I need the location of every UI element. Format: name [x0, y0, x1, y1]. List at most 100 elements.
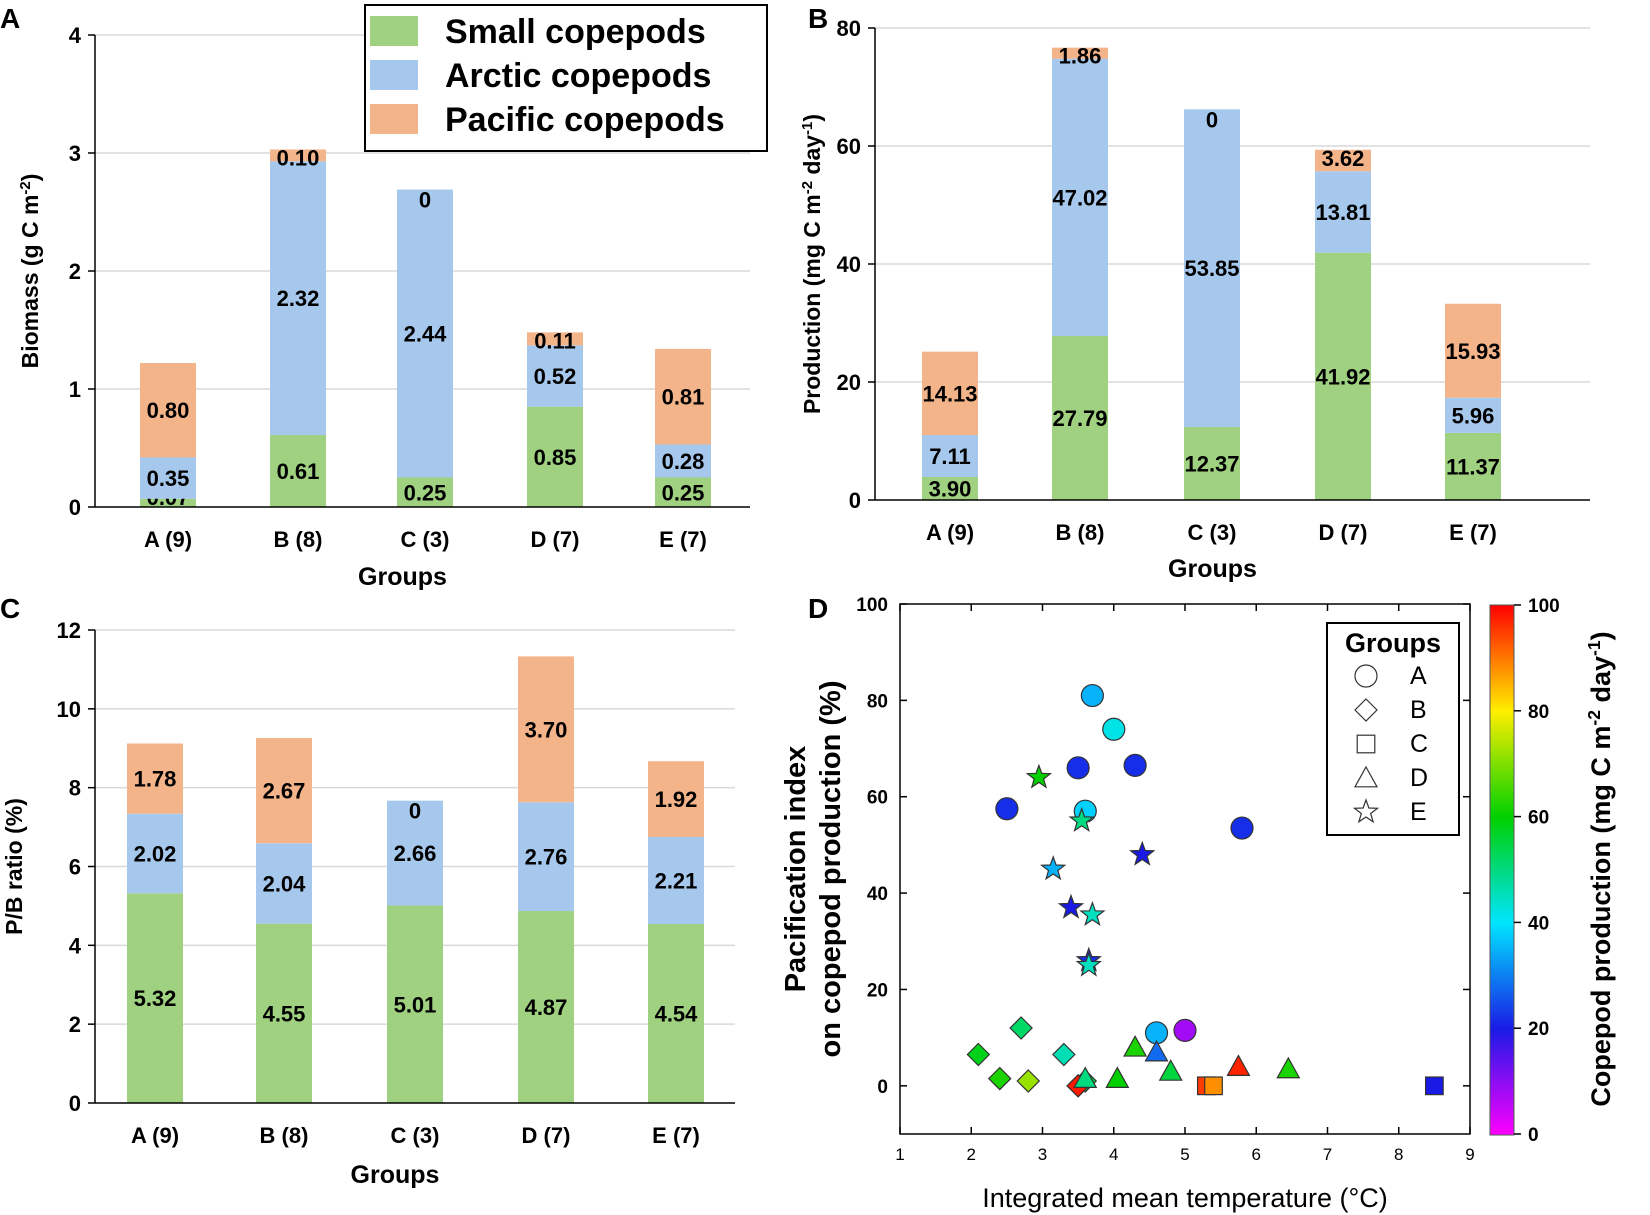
panel-c-data-label-pacific: 1.92 [655, 787, 698, 812]
group-legend-symbol-star [1352, 798, 1380, 824]
group-legend-label: A [1410, 662, 1427, 690]
panel-b-data-label-pacific: 0 [1206, 107, 1218, 132]
panel-c-data-label-pacific: 1.78 [134, 767, 177, 792]
group-legend-label: C [1410, 730, 1428, 758]
panel-b-data-label-pacific: 14.13 [922, 381, 977, 406]
panel-b-bar-arctic [1315, 171, 1371, 253]
panel-b-y-tick-label: 40 [837, 252, 861, 277]
panel-d-point-b [966, 1042, 991, 1067]
panel-d-point-a [1230, 816, 1254, 840]
panel-b-y-tick-label: 80 [837, 16, 861, 41]
panel-d-x-tick-label: 5 [1180, 1145, 1189, 1164]
panel-d-point-e [1025, 763, 1053, 789]
panel-c-data-label-arctic: 2.21 [655, 868, 698, 893]
panel-a-bar-small [655, 477, 711, 507]
panel-c-category-label: C (3) [391, 1123, 440, 1148]
panel-d-point-e [1129, 840, 1156, 866]
panel-c-category-label: A (9) [131, 1123, 179, 1148]
panel-c-data-label-small: 4.54 [655, 1002, 699, 1027]
panel-b-bars: 3.90 7.11 14.13 27.79 47.02 1.86 12.37 53.85 0 41… [922, 44, 1501, 501]
panel-a-data-label-pacific: 0.81 [662, 385, 705, 410]
panel-c-data-label-pacific: 2.67 [263, 779, 306, 804]
panel-c-bars: 5.32 2.02 1.78 4.55 2.04 2.67 5.01 2.66 0 4.87 2.7… [127, 656, 704, 1103]
panel-d-point-a [1080, 683, 1104, 708]
panel-d-y-tick-label: 100 [856, 595, 888, 616]
panel-c-y-tick-label: 4 [69, 933, 82, 958]
panel-d-scatter-chart: 1 2 3 4 5 6 7 8 9 0 20 40 60 80 100 Integrated mean te… [780, 595, 1616, 1213]
panel-b-bar-arctic [1445, 397, 1501, 433]
group-legend-symbol-diamond [1354, 698, 1378, 722]
panel-a-bar-small [397, 477, 453, 507]
panel-a-bar-small [527, 406, 583, 507]
panel-d-x-tick-label: 2 [967, 1145, 976, 1164]
panel-b-data-label-pacific: 1.86 [1059, 44, 1102, 69]
panel-c-data-label-arctic: 2.76 [525, 845, 568, 870]
panel-d-x-tick-label: 9 [1465, 1145, 1474, 1164]
panel-a-data-label-pacific: 0.11 [534, 328, 576, 353]
panel-c-data-label-arctic: 2.04 [263, 871, 307, 896]
panel-b-x-axis-title: Groups [1168, 555, 1257, 583]
panel-d-y-tick-label: 0 [877, 1077, 888, 1098]
panel-d-point-d [1144, 1039, 1169, 1062]
panel-a-biomass-chart: 0.070.350.800.612.320.100.252.4400.850.5… [17, 23, 750, 591]
panel-a-category-label: D (7) [531, 527, 580, 552]
panel-a-y-tick-label: 2 [69, 259, 81, 284]
panel-b-y-axis-title: Production (mg C m-2 day-1) [799, 114, 826, 414]
panel-b-category-label: C (3) [1188, 520, 1237, 545]
colorbar-tick-label: 40 [1528, 913, 1549, 934]
panel-b-category-label: A (9) [926, 520, 974, 545]
legend-frame [364, 4, 768, 152]
panel-d-point-e [1079, 900, 1106, 927]
panel-b-data-label-arctic: 53.85 [1184, 256, 1239, 281]
panel-d-point-c [1204, 1076, 1223, 1096]
panel-d-x-tick-label: 3 [1038, 1145, 1047, 1164]
panel-a-bar-arctic [270, 161, 326, 436]
colorbar-tick-label: 0 [1528, 1125, 1539, 1146]
panel-d-point-e [1068, 806, 1095, 833]
panel-b-data-label-small: 3.90 [929, 476, 972, 501]
panel-b-axes: 0 20 40 60 80 A (9) B (8) C (3) D (7) E (7) [837, 16, 1590, 545]
group-legend-title: Groups [1345, 628, 1441, 658]
panel-b-category-label: D (7) [1319, 520, 1368, 545]
panel-b-bar-pacific [922, 351, 978, 436]
panel-a-data-label-pacific: 0.10 [277, 145, 320, 170]
panel-d-point-a [1123, 753, 1147, 778]
panel-c-bar-arctic [518, 802, 574, 912]
panel-a-axes: 0 1 2 3 4 A (9) B (8) C (3) D (7) E (7) [69, 23, 750, 552]
panel-c-bar-pacific [648, 761, 704, 837]
panel-a-y-tick-label: 0 [69, 495, 81, 520]
panel-a-data-label-arctic: 0.35 [147, 466, 190, 491]
panel-c-bar-small [256, 923, 312, 1103]
panel-b-y-tick-label: 60 [837, 134, 861, 159]
panel-c-axes: 0 2 4 6 8 10 12 A (9) B (8) C (3) D (7) E (7) [57, 618, 735, 1148]
panel-c-bar-pacific [127, 743, 183, 814]
panel-c-category-label: E (7) [652, 1123, 700, 1148]
panel-d-points [966, 683, 1444, 1098]
panel-d-point-e [1075, 951, 1102, 977]
panel-b-bar-small [922, 476, 978, 500]
panel-c-bar-small [127, 893, 183, 1103]
panel-d-point-b [1009, 1016, 1033, 1040]
panel-a-bar-pacific [655, 348, 711, 445]
panel-a-bar-arctic [140, 457, 196, 499]
group-legend-symbol-square [1356, 734, 1376, 754]
panel-a-bar-pacific [270, 149, 326, 162]
panel-a-data-label-arctic: 2.32 [277, 286, 320, 311]
panel-b-data-label-arctic: 13.81 [1315, 200, 1370, 225]
panel-b-y-tick-label: 0 [849, 488, 861, 513]
panel-c-data-label-pacific: 3.70 [525, 717, 568, 742]
panel-b-production-chart: 3.90 7.11 14.13 27.79 47.02 1.86 12.37 53.85 0 41… [799, 16, 1590, 583]
panel-b-y-tick-label: 20 [837, 370, 861, 395]
panel-c-bar-small [518, 911, 574, 1103]
legend-swatch-arctic [370, 60, 418, 90]
panel-b-bar-arctic [922, 435, 978, 477]
group-legend-label: B [1410, 696, 1427, 724]
panel-b-data-label-arctic: 47.02 [1052, 185, 1107, 210]
panel-d-point-d [1105, 1066, 1130, 1088]
panel-d-x-tick-label: 8 [1394, 1145, 1403, 1164]
panel-c-bar-arctic [127, 813, 183, 894]
panel-b-bar-small [1445, 432, 1501, 500]
colorbar-tick-label: 20 [1528, 1019, 1549, 1040]
panel-d-x-tick-label: 4 [1109, 1145, 1118, 1164]
